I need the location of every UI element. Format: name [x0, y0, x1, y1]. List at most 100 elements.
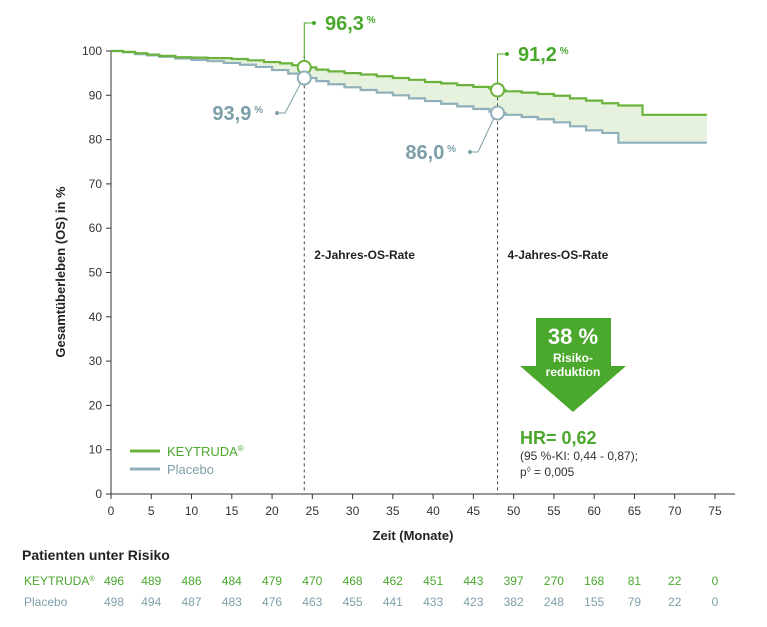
y-tick-label: 40: [89, 310, 103, 324]
y-tick-label: 80: [89, 133, 103, 147]
risk-value: 0: [712, 574, 719, 588]
keytruda-line: [111, 49, 707, 116]
x-tick-label: 40: [426, 504, 440, 518]
x-tick-label: 35: [386, 504, 400, 518]
risk-values: 496 489 486 484 479 470 468 462 451 443 397 270 168 8…: [104, 574, 719, 609]
x-tick-label: 60: [588, 504, 602, 518]
hr-ci: (95 %-KI: 0,44 - 0,87);: [520, 449, 638, 463]
legend-placebo-label: Placebo: [167, 462, 214, 477]
reduction-line2: reduktion: [546, 365, 601, 379]
rate-point: [490, 82, 506, 98]
legend: KEYTRUDA® Placebo: [130, 444, 244, 477]
risk-value: 479: [262, 574, 282, 588]
y-tick-label: 90: [89, 88, 103, 102]
risk-value: 270: [544, 574, 564, 588]
risk-value: 470: [302, 574, 322, 588]
risk-value: 487: [182, 595, 202, 609]
y-ticks: 0 10 20 30 40 50 60 70 80 90 100: [82, 44, 111, 501]
x-axis-label: Zeit (Monate): [373, 528, 454, 543]
rate-point: [296, 70, 312, 86]
risk-value: 433: [423, 595, 443, 609]
risk-row-label-placebo: Placebo: [24, 595, 68, 609]
series-lines: [111, 49, 707, 144]
rate-leader-dot: [275, 111, 279, 115]
x-tick-label: 30: [346, 504, 360, 518]
y-tick-label: 10: [89, 443, 103, 457]
rate-value-label: 93,9 %: [212, 103, 263, 125]
risk-value: 79: [628, 595, 642, 609]
y-tick-label: 20: [89, 398, 103, 412]
risk-value: 463: [302, 595, 322, 609]
risk-value: 22: [668, 595, 682, 609]
rate-points: 96,3 % 93,9 % 91,2 % 86,0 %: [212, 13, 568, 164]
risk-value: 489: [141, 574, 161, 588]
hr-p: p◊ = 0,005: [520, 465, 575, 479]
rate-leader-dot: [468, 150, 472, 154]
risk-value: 0: [712, 595, 719, 609]
y-tick-label: 70: [89, 177, 103, 191]
risk-value: 168: [584, 574, 604, 588]
legend-keytruda-label: KEYTRUDA®: [167, 444, 244, 459]
risk-value: 382: [504, 595, 524, 609]
rate-leader-line: [470, 118, 494, 153]
hazard-ratio: HR= 0,62 (95 %-KI: 0,44 - 0,87); p◊ = 0,…: [520, 428, 638, 479]
risk-value: 455: [343, 595, 363, 609]
risk-value: 494: [141, 595, 161, 609]
rate-marker-label: 2-Jahres-OS-Rate: [314, 248, 415, 262]
rate-markers: 2-Jahres-OS-Rate 4-Jahres-OS-Rate: [303, 55, 609, 494]
risk-value: 484: [222, 574, 242, 588]
x-ticks: 0 5 10 15 20 25 30 35 40 45 50 55 60 65 70 75: [108, 494, 722, 518]
risk-value: 462: [383, 574, 403, 588]
risk-value: 468: [343, 574, 363, 588]
x-tick-label: 10: [185, 504, 199, 518]
risk-value: 423: [463, 595, 483, 609]
y-tick-label: 60: [89, 221, 103, 235]
rate-leader-dot: [312, 21, 316, 25]
risk-table: Patienten unter Risiko KEYTRUDA® Placebo…: [22, 547, 719, 609]
x-tick-label: 25: [306, 504, 320, 518]
placebo-line: [111, 49, 707, 144]
x-tick-label: 70: [668, 504, 682, 518]
risk-value: 483: [222, 595, 242, 609]
risk-value: 496: [104, 574, 124, 588]
risk-value: 397: [504, 574, 524, 588]
rate-value-label: 86,0 %: [405, 142, 456, 164]
risk-value: 441: [383, 595, 403, 609]
x-tick-label: 45: [467, 504, 481, 518]
x-tick-label: 5: [148, 504, 155, 518]
rate-leader-line: [277, 83, 301, 114]
risk-row-label-keytruda: KEYTRUDA®: [24, 574, 95, 588]
reduction-percent: 38 %: [548, 324, 598, 349]
x-tick-label: 50: [507, 504, 521, 518]
y-tick-label: 30: [89, 354, 103, 368]
x-tick-label: 55: [547, 504, 561, 518]
rate-value-label: 96,3 %: [325, 13, 376, 35]
rate-point: [490, 105, 506, 121]
reduction-line1: Risiko-: [553, 351, 593, 365]
x-tick-label: 75: [708, 504, 722, 518]
risk-value: 22: [668, 574, 682, 588]
risk-value: 476: [262, 595, 282, 609]
risk-value: 81: [628, 574, 642, 588]
risk-value: 248: [544, 595, 564, 609]
rate-leader-dot: [505, 52, 509, 56]
y-tick-label: 0: [95, 487, 102, 501]
y-axis-label: Gesamtüberleben (OS) in %: [53, 186, 68, 358]
risk-table-title: Patienten unter Risiko: [22, 547, 170, 563]
rate-leader-line: [303, 22, 314, 61]
hr-title: HR= 0,62: [520, 428, 597, 448]
rate-leader-line: [497, 53, 507, 83]
arrow-shape: [520, 318, 626, 412]
y-tick-label: 100: [82, 44, 102, 58]
x-tick-label: 20: [265, 504, 279, 518]
x-tick-label: 0: [108, 504, 115, 518]
rate-marker-label: 4-Jahres-OS-Rate: [508, 248, 609, 262]
risk-value: 498: [104, 595, 124, 609]
x-tick-label: 65: [628, 504, 642, 518]
risk-value: 486: [182, 574, 202, 588]
risk-reduction-arrow: 38 % Risiko- reduktion: [520, 318, 626, 412]
rate-value-label: 91,2 %: [518, 44, 569, 66]
risk-value: 451: [423, 574, 443, 588]
y-tick-label: 50: [89, 266, 103, 280]
